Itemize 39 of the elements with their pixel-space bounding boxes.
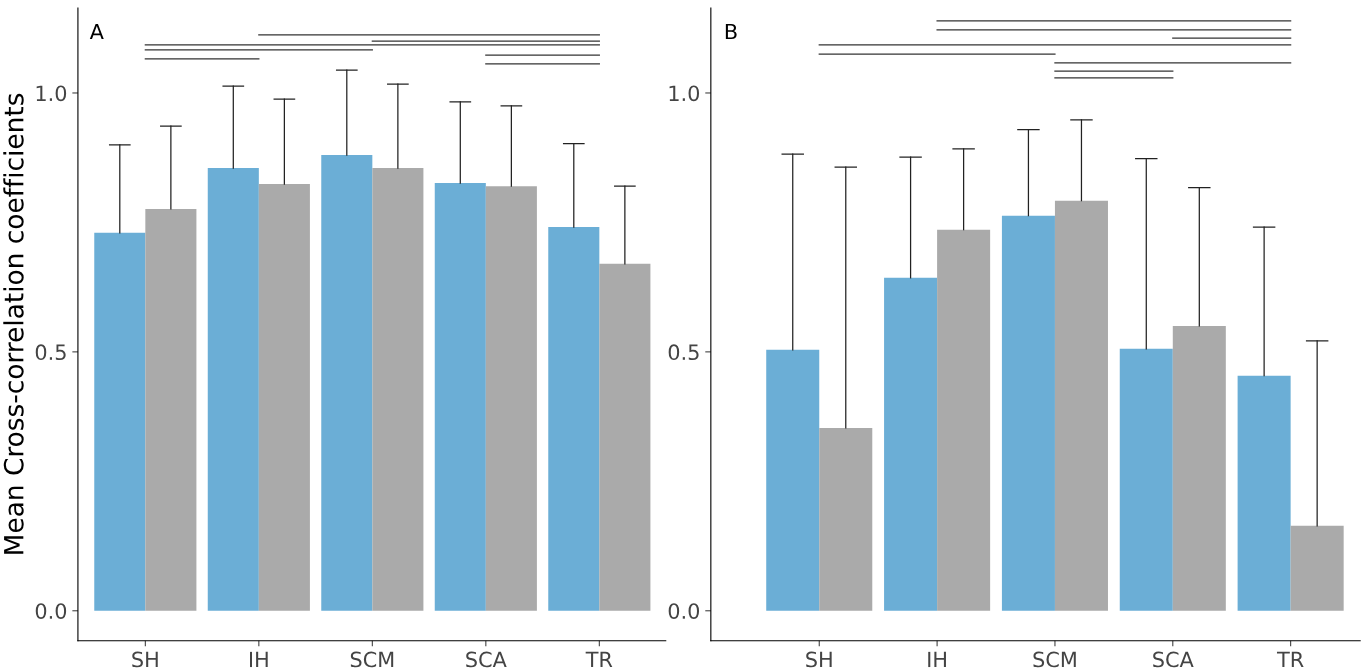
x-tick-label: TR [1276,651,1304,668]
y-tick-label: 0.5 [35,344,66,361]
x-tick-label: SH [132,651,158,668]
bar [258,184,310,611]
bar [819,427,873,611]
text: B [725,23,737,40]
bar [884,277,938,611]
bar [1054,200,1108,611]
bar [548,227,600,611]
y-tick-label: 0.5 [668,344,699,361]
x-tick-label: IH [928,651,946,668]
bar [1172,325,1226,611]
x-tick-label: TR [585,651,613,668]
bar [1290,525,1344,611]
bar [145,208,197,611]
bar [434,183,486,611]
x-tick-label: SH [806,651,832,668]
bar [599,263,651,611]
bar [766,349,820,611]
y-tick-label: 0.0 [35,603,67,619]
x-tick-label: SCM [350,651,394,668]
bar [94,232,146,611]
x-tick-label: SCA [466,651,507,668]
bar [1119,348,1173,611]
y-tick-label: 0.0 [668,603,700,619]
bar [1001,215,1055,611]
bar [937,229,991,611]
bar [321,155,373,611]
bar [372,168,424,611]
bar [485,186,537,611]
bar [207,168,259,611]
x-tick-label: SCA [1153,651,1194,668]
y-tick-label: 1.0 [36,85,67,102]
y-tick-label: 1.0 [669,85,700,102]
x-tick-label: IH [249,651,268,668]
y-axis-title: Mean Cross-correlation coefficients [3,93,24,554]
x-tick-label: SCM [1033,651,1076,668]
bar [1237,375,1291,611]
text: A [89,23,104,40]
